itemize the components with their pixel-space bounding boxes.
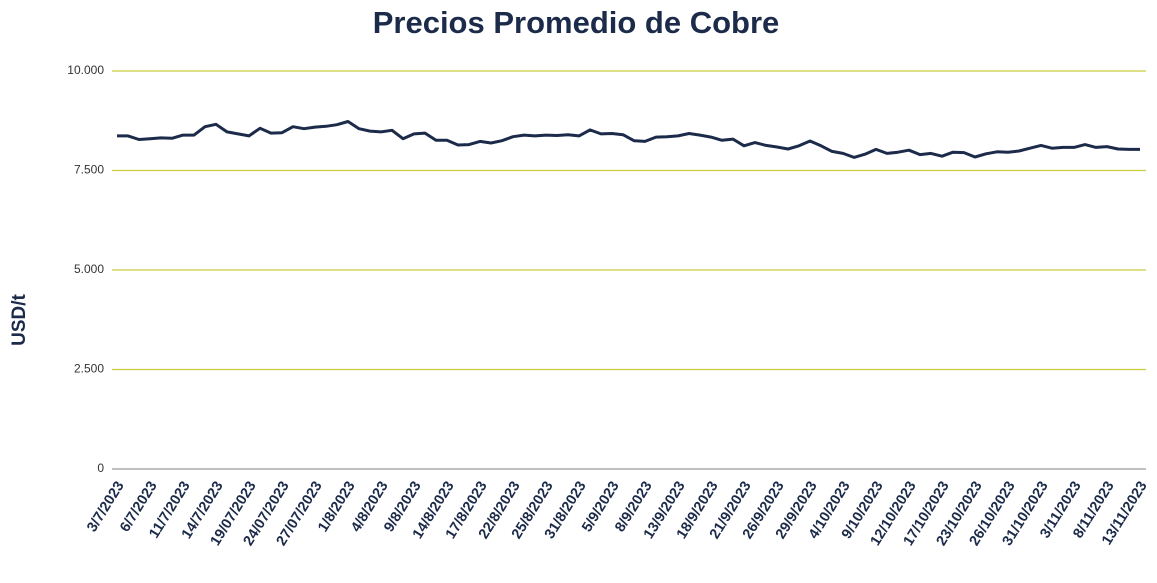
y-tick-label: 10.000 [67, 63, 104, 77]
y-tick-label: 0 [97, 461, 104, 475]
y-tick-label: 2.500 [74, 362, 104, 376]
y-tick-label: 5.000 [74, 262, 104, 276]
chart-title: Precios Promedio de Cobre [373, 5, 780, 40]
y-tick-label: 7.500 [74, 163, 104, 177]
line [117, 120, 1140, 159]
y-axis-label: USD/t [9, 293, 30, 345]
